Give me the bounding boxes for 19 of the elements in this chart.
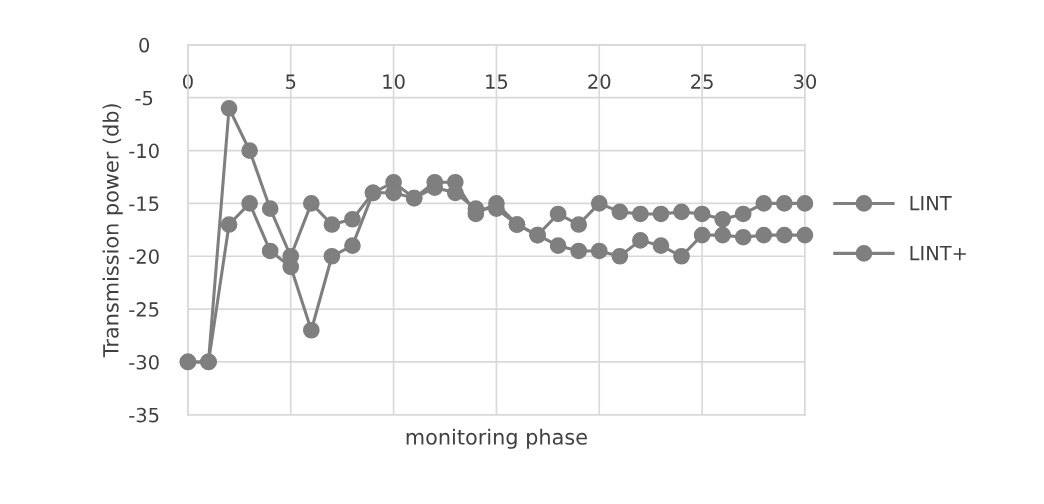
x-tick-label: 0 (183, 74, 193, 90)
x-axis-title: monitoring phase (406, 428, 587, 449)
x-tick-label: 30 (794, 74, 816, 90)
x-tick-label: 25 (691, 74, 713, 90)
y-tick-label: 0 (139, 37, 150, 53)
y-tick-label: -35 (129, 407, 159, 423)
y-tick-label: -5 (135, 90, 153, 106)
y-tick-label: -30 (129, 354, 159, 370)
x-tick-label: 5 (286, 74, 296, 90)
y-axis-title: Transmission power (db) (102, 104, 123, 358)
y-tick-label: -10 (129, 143, 159, 159)
y-tick-label: -25 (129, 302, 159, 317)
y-tick-label: -15 (129, 196, 159, 212)
legend-label: LINT+ (910, 245, 966, 261)
x-tick-label: 20 (588, 74, 611, 90)
x-tick-label: 15 (486, 74, 508, 90)
x-tick-label: 10 (383, 74, 405, 90)
legend-label: LINT (910, 196, 952, 211)
y-tick-label: -20 (129, 249, 159, 264)
